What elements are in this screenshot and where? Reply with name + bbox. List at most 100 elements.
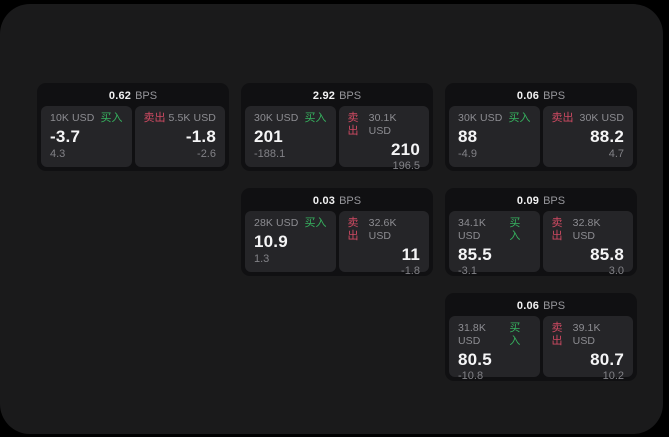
sell-side-label: 卖出 — [551, 217, 563, 242]
price-tiles: 34.1K USD 买入 85.5 -3.1 卖出 32.8K USD 85.8… — [445, 211, 637, 276]
sell-price: -1.8 — [185, 127, 216, 146]
sell-price: 210 — [391, 140, 420, 159]
price-tiles: 10K USD 买入 -3.7 4.3 卖出 5.5K USD -1.8 -2.… — [37, 106, 229, 167]
buy-change: -188.1 — [254, 148, 286, 160]
card-header: 2.92 BPS — [241, 83, 433, 106]
sell-side-label: 卖出 — [143, 112, 166, 124]
card-header: 0.09 BPS — [445, 188, 637, 211]
buy-tile-top: 30K USD 买入 — [458, 112, 531, 125]
buy-tile[interactable]: 28K USD 买入 10.9 1.3 — [245, 211, 336, 272]
quote-card: 0.06 BPS 30K USD 买入 88 -4.9 卖出 30K USD 8… — [445, 83, 637, 171]
price-tiles: 28K USD 买入 10.9 1.3 卖出 32.6K USD 11 -1.8 — [241, 211, 433, 276]
sell-price: 88.2 — [590, 127, 624, 146]
bps-value: 0.06 — [516, 89, 540, 102]
buy-amount: 30K USD — [458, 112, 503, 124]
bps-value: 2.92 — [312, 89, 336, 102]
sell-price: 85.8 — [590, 245, 624, 264]
quote-card: 0.03 BPS 28K USD 买入 10.9 1.3 卖出 32.6K US… — [241, 188, 433, 276]
buy-amount: 31.8K USD — [458, 322, 486, 347]
sell-tile[interactable]: 卖出 32.8K USD 85.8 3.0 — [542, 211, 633, 276]
sell-amount: 32.8K USD — [572, 217, 601, 242]
buy-side-label: 买入 — [304, 217, 327, 229]
sell-side-label: 卖出 — [347, 112, 359, 137]
bps-value: 0.03 — [312, 194, 336, 207]
card-header: 0.03 BPS — [241, 188, 433, 211]
sell-change: 4.7 — [608, 148, 624, 160]
buy-tile-top: 34.1K USD 买入 — [458, 217, 531, 243]
sell-side-label: 卖出 — [347, 217, 359, 242]
buy-change: 4.3 — [50, 148, 66, 160]
buy-side-label: 买入 — [304, 112, 327, 124]
sell-tile[interactable]: 卖出 30K USD 88.2 4.7 — [542, 106, 633, 167]
bps-value: 0.06 — [516, 299, 540, 312]
bps-unit-label: BPS — [543, 299, 566, 312]
quote-card: 2.92 BPS 30K USD 买入 201 -188.1 卖出 30.1K … — [241, 83, 433, 171]
sell-tile[interactable]: 卖出 5.5K USD -1.8 -2.6 — [134, 106, 225, 167]
buy-tile-top: 31.8K USD 买入 — [458, 322, 531, 348]
card-header: 0.62 BPS — [37, 83, 229, 106]
buy-tile[interactable]: 34.1K USD 买入 85.5 -3.1 — [449, 211, 540, 276]
buy-tile[interactable]: 31.8K USD 买入 80.5 -10.8 — [449, 316, 540, 381]
bps-unit-label: BPS — [135, 89, 158, 102]
sell-tile-top: 卖出 30.1K USD — [348, 112, 421, 138]
buy-tile[interactable]: 30K USD 买入 88 -4.9 — [449, 106, 540, 167]
buy-amount: 10K USD — [50, 112, 95, 124]
buy-tile-top: 10K USD 买入 — [50, 112, 123, 125]
quote-card: 0.09 BPS 34.1K USD 买入 85.5 -3.1 卖出 32.8K… — [445, 188, 637, 276]
price-tiles: 31.8K USD 买入 80.5 -10.8 卖出 39.1K USD 80.… — [445, 316, 637, 381]
sell-change: 3.0 — [608, 265, 624, 276]
buy-amount: 34.1K USD — [458, 217, 486, 242]
sell-side-label: 卖出 — [551, 322, 563, 347]
bps-unit-label: BPS — [543, 89, 566, 102]
buy-side-label: 买入 — [508, 112, 531, 124]
buy-change: -10.8 — [458, 370, 484, 381]
sell-price: 80.7 — [590, 350, 624, 369]
sell-tile-top: 卖出 5.5K USD — [144, 112, 217, 125]
sell-change: -1.8 — [401, 265, 420, 276]
quote-card: 0.62 BPS 10K USD 买入 -3.7 4.3 卖出 5.5K USD… — [37, 83, 229, 171]
buy-price: 85.5 — [458, 245, 492, 264]
buy-price: 10.9 — [254, 232, 288, 251]
bps-unit-label: BPS — [339, 194, 362, 207]
price-tiles: 30K USD 买入 201 -188.1 卖出 30.1K USD 210 1… — [241, 106, 433, 171]
buy-price: 88 — [458, 127, 478, 146]
buy-tile-top: 28K USD 买入 — [254, 217, 327, 230]
sell-amount: 5.5K USD — [168, 112, 216, 124]
quote-card: 0.06 BPS 31.8K USD 买入 80.5 -10.8 卖出 39.1… — [445, 293, 637, 381]
price-tiles: 30K USD 买入 88 -4.9 卖出 30K USD 88.2 4.7 — [445, 106, 637, 167]
sell-tile[interactable]: 卖出 39.1K USD 80.7 10.2 — [542, 316, 633, 381]
buy-price: -3.7 — [50, 127, 81, 146]
buy-tile[interactable]: 30K USD 买入 201 -188.1 — [245, 106, 336, 167]
bps-value: 0.62 — [108, 89, 132, 102]
sell-change: 196.5 — [392, 160, 420, 171]
card-header: 0.06 BPS — [445, 83, 637, 106]
buy-change: -4.9 — [458, 148, 477, 160]
sell-amount: 30K USD — [579, 112, 624, 124]
sell-tile-top: 卖出 32.8K USD — [552, 217, 625, 243]
buy-side-label: 买入 — [509, 217, 521, 242]
sell-price: 11 — [401, 245, 420, 264]
buy-side-label: 买入 — [509, 322, 521, 347]
sell-tile[interactable]: 卖出 30.1K USD 210 196.5 — [338, 106, 429, 171]
bps-unit-label: BPS — [339, 89, 362, 102]
buy-side-label: 买入 — [100, 112, 123, 124]
sell-tile-top: 卖出 39.1K USD — [552, 322, 625, 348]
sell-side-label: 卖出 — [551, 112, 574, 124]
sell-amount: 32.6K USD — [368, 217, 397, 242]
main-panel: 0.62 BPS 10K USD 买入 -3.7 4.3 卖出 5.5K USD… — [0, 4, 663, 434]
buy-change: 1.3 — [254, 253, 270, 265]
sell-tile-top: 卖出 32.6K USD — [348, 217, 421, 243]
bps-unit-label: BPS — [543, 194, 566, 207]
buy-price: 80.5 — [458, 350, 492, 369]
buy-change: -3.1 — [458, 265, 477, 276]
buy-amount: 30K USD — [254, 112, 299, 124]
buy-amount: 28K USD — [254, 217, 299, 229]
sell-amount: 39.1K USD — [572, 322, 601, 347]
buy-tile[interactable]: 10K USD 买入 -3.7 4.3 — [41, 106, 132, 167]
card-header: 0.06 BPS — [445, 293, 637, 316]
sell-amount: 30.1K USD — [368, 112, 397, 137]
buy-price: 201 — [254, 127, 283, 146]
bps-value: 0.09 — [516, 194, 540, 207]
sell-tile[interactable]: 卖出 32.6K USD 11 -1.8 — [338, 211, 429, 276]
